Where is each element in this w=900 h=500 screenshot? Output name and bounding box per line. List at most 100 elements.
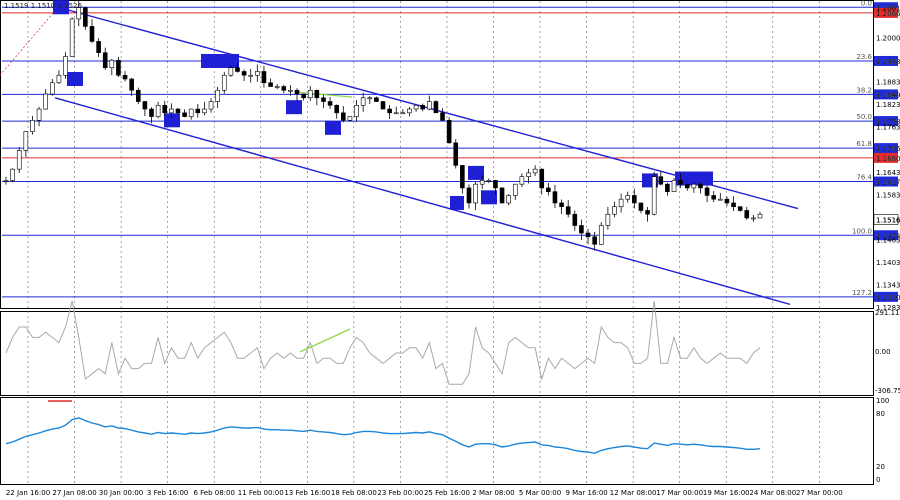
swing-box [468, 165, 484, 180]
price-tag-box [874, 291, 898, 302]
candle-body [446, 120, 452, 144]
candle-body [122, 74, 128, 80]
time-tick-label: 24 Mar 08:00 [749, 489, 796, 497]
price-tick-label: 1.1583 [876, 191, 900, 199]
candle-body [116, 59, 121, 76]
candle-body [135, 89, 141, 102]
candle-body [169, 108, 174, 114]
price-tick-label: 1.1706 [876, 145, 900, 153]
price-tick-label: 1.1310 [876, 294, 900, 302]
macd-tick-label: 0.00 [875, 348, 891, 356]
rsi-tick-label: 80 [876, 410, 885, 418]
price-tick-label: 1.2000 [876, 35, 900, 43]
rsi-indicator [5, 400, 761, 454]
price-tag-label: 1.2066 [876, 10, 900, 18]
time-tick-label: 13 Feb 16:00 [284, 489, 330, 497]
price-tick-label: 1.1849 [876, 91, 900, 99]
price-tag-label: 1.1680 [876, 155, 900, 163]
swing-box [53, 0, 69, 15]
price-tick-label: 1.1343 [876, 281, 900, 289]
candle-body [453, 142, 459, 166]
candle-body [598, 225, 604, 245]
price-tag-box [874, 176, 898, 187]
candle-body [473, 183, 478, 204]
candle-body [658, 176, 664, 185]
rsi-line [5, 417, 761, 454]
candle-body [235, 67, 240, 72]
macd-line [5, 300, 761, 385]
candle-body [321, 97, 326, 102]
candle-body [307, 89, 313, 99]
price-tag-label: 1.1516 [876, 216, 900, 224]
candle-body [486, 180, 492, 182]
time-tick-label: 25 Feb 16:00 [424, 489, 470, 497]
time-tick-label: 12 Mar 08:00 [610, 489, 657, 497]
candle-body [539, 168, 545, 189]
candle-body [724, 198, 730, 204]
price-tick-label: 1.1938 [876, 58, 900, 66]
fib-label: 50.0 [856, 113, 872, 121]
candle-body [493, 180, 498, 189]
candle-body [208, 101, 214, 110]
rsi-pane[interactable] [0, 397, 874, 485]
price-pane[interactable] [0, 0, 874, 309]
price-tag-box [874, 2, 898, 13]
fib-label: 127.2 [852, 289, 872, 297]
candle-body [3, 180, 9, 182]
candle-body [665, 183, 670, 192]
candle-body [248, 74, 254, 77]
swing-box [201, 53, 239, 68]
candle-body [506, 195, 511, 204]
candle-body [228, 67, 234, 76]
time-tick-label: 17 Mar 00:00 [656, 489, 703, 497]
candle-body [16, 150, 22, 170]
macd-tick-label: 291.1149 [875, 309, 900, 317]
candle-body [552, 191, 558, 204]
swing-box [675, 171, 713, 186]
candle-body [49, 82, 55, 95]
price-tag-label: 1.1778 [876, 118, 900, 126]
candle-body [565, 206, 571, 215]
ohlc-readout: 1.1519 1.1510 1.1526 [4, 2, 82, 10]
price-tag-label: 1.1706 [876, 145, 900, 153]
candle-body [334, 104, 340, 114]
price-tick-label: 1.1763 [876, 124, 900, 132]
candle-body [155, 104, 161, 117]
candle-body [433, 101, 439, 114]
candle-body [638, 202, 644, 211]
candle-body [479, 180, 485, 185]
time-tick-label: 5 Mar 00:00 [519, 489, 561, 497]
candle-body [314, 89, 320, 99]
macd-pane[interactable] [0, 311, 874, 396]
price-tick-label: 1.1463 [876, 236, 900, 244]
candle-body [281, 86, 287, 91]
trend-dashed-line [0, 7, 59, 76]
candle-body [30, 120, 35, 132]
candle-body [162, 104, 168, 114]
time-tick-label: 27 Mar 00:00 [796, 489, 843, 497]
candle-body [288, 89, 293, 92]
candle-body [341, 112, 346, 121]
candle-body [195, 108, 201, 114]
price-tag-box [874, 230, 898, 241]
candle-body [301, 93, 306, 99]
swing-markers [53, 0, 713, 210]
time-tick-label: 30 Jan 00:00 [99, 489, 143, 497]
candle-body [175, 108, 181, 114]
price-tick-label: 1.1403 [876, 259, 900, 267]
time-tick-label: 18 Feb 08:00 [331, 489, 377, 497]
rsi-tick-label: 20 [876, 463, 885, 471]
candle-body [678, 180, 683, 185]
price-tick-label: 1.1778 [876, 118, 900, 126]
price-tag-label: 1.1938 [876, 58, 900, 66]
price-tick-label: 1.1883 [876, 79, 900, 87]
candle-body [512, 183, 518, 196]
candle-body [579, 225, 584, 234]
candle-body [460, 165, 465, 189]
candle-body [268, 82, 273, 87]
macd-indicator [5, 300, 761, 385]
candle-body [380, 101, 386, 110]
candle-body [83, 7, 88, 27]
